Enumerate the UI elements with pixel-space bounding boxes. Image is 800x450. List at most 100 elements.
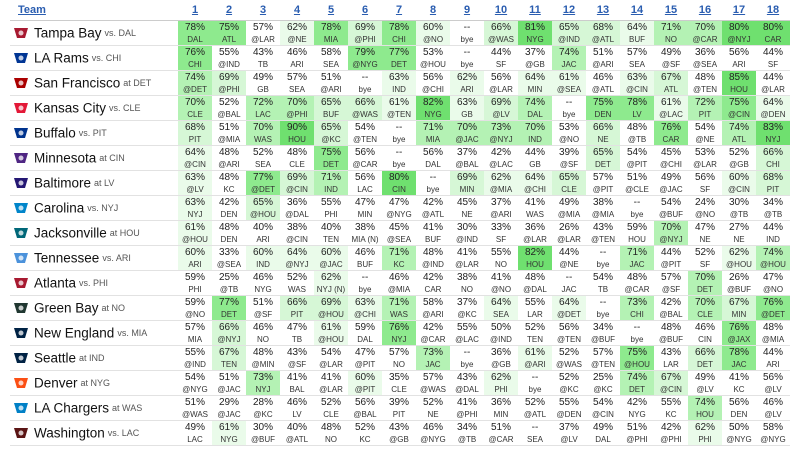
week-column-header[interactable]: 7 [382, 0, 416, 21]
team-cell[interactable]: Kansas City vs. CLE [10, 95, 178, 121]
team-column-header[interactable]: Team [10, 0, 178, 21]
opponent-abbr: NO [461, 284, 473, 294]
team-cell[interactable]: LA Rams vs. CHI [10, 45, 178, 71]
team-cell[interactable]: Jacksonville at HOU [10, 220, 178, 246]
opponent-abbr: KC [733, 384, 745, 394]
opponent-abbr: HOU [288, 134, 306, 144]
week-cell: 66% NE [586, 120, 620, 146]
week-cell: 57% @TEN [586, 345, 620, 371]
week-column-header[interactable]: 12 [552, 0, 586, 21]
week-cell: 48% @MIA [756, 320, 790, 346]
team-name[interactable]: Atlanta [34, 275, 77, 291]
week-column-header[interactable]: 4 [280, 0, 314, 21]
opponent-abbr: @TB [219, 284, 239, 294]
team-cell[interactable]: Buffalo vs. PIT [10, 120, 178, 146]
team-cell[interactable]: Minnesota at CIN [10, 145, 178, 171]
team-name[interactable]: Minnesota [34, 150, 97, 166]
win-probability: 55% [456, 321, 477, 333]
win-probability: 69% [456, 171, 477, 183]
team-name[interactable]: Kansas City [34, 100, 107, 116]
week-column-header[interactable]: 16 [688, 0, 722, 21]
win-probability: 44% [762, 221, 783, 233]
win-probability: 69% [320, 296, 341, 308]
week-cell: 48% @IND [416, 245, 450, 271]
opponent-abbr: MIN [731, 309, 747, 319]
opponent-abbr: LAC [255, 109, 271, 119]
team-cell[interactable]: Tampa Bay vs. DAL [10, 20, 178, 46]
win-probability: 61% [524, 346, 545, 358]
week-column-header[interactable]: 10 [484, 0, 518, 21]
week-column-header[interactable]: 15 [654, 0, 688, 21]
week-cell: 57% SEA [280, 70, 314, 96]
team-cell[interactable]: Tennessee vs. ARI [10, 245, 178, 271]
week-column-header[interactable]: 18 [756, 0, 790, 21]
opponent-abbr: @DET [182, 84, 208, 94]
team-name[interactable]: Tennessee [34, 250, 100, 266]
week-cell: 55% @DEN [552, 395, 586, 421]
team-name[interactable]: Buffalo [34, 125, 76, 141]
team-cell[interactable]: Carolina vs. NYJ [10, 195, 178, 221]
win-probability: 76% [762, 296, 783, 308]
opponent-abbr: bye [460, 59, 474, 69]
opponent-abbr: ARI [188, 259, 202, 269]
win-probability: 78% [626, 96, 647, 108]
team-name[interactable]: Green Bay [34, 300, 99, 316]
team-name[interactable]: Denver [34, 375, 78, 391]
week-column-header[interactable]: 9 [450, 0, 484, 21]
week-column-header[interactable]: 3 [246, 0, 280, 21]
team-cell[interactable]: Baltimore at LV [10, 170, 178, 196]
team-cell[interactable]: Green Bay at NO [10, 295, 178, 321]
team-cell[interactable]: LA Chargers at WAS [10, 395, 178, 421]
win-probability: 70% [660, 221, 681, 233]
team-name[interactable]: San Francisco [34, 75, 121, 91]
team-cell[interactable]: Washington vs. LAC [10, 420, 178, 446]
week-column-header[interactable]: 11 [518, 0, 552, 21]
team-name[interactable]: Seattle [34, 350, 77, 366]
win-probability: 52% [694, 246, 715, 258]
win-probability: 25% [592, 371, 613, 383]
week-cell: 43% @TEN [586, 220, 620, 246]
team-name[interactable]: New England [34, 325, 115, 341]
week-column-header[interactable]: 13 [586, 0, 620, 21]
week-column-header[interactable]: 5 [314, 0, 348, 21]
week-column-header[interactable]: 1 [178, 0, 212, 21]
week-cell: 62% @MIA [484, 170, 518, 196]
opening-opponent: vs. ARI [102, 252, 131, 263]
win-probability: 49% [694, 371, 715, 383]
week-cell: 52% @BAL [212, 95, 246, 121]
week-cell: 73% CHI [620, 295, 654, 321]
team-cell[interactable]: Atlanta vs. PHI [10, 270, 178, 296]
week-column-header[interactable]: 2 [212, 0, 246, 21]
week-cell: 47% @NYG [382, 195, 416, 221]
team-cell[interactable]: San Francisco at DET [10, 70, 178, 96]
opponent-abbr: @LAR [489, 84, 513, 94]
team-name[interactable]: Carolina [34, 200, 85, 216]
week-column-header[interactable]: 6 [348, 0, 382, 21]
team-cell[interactable]: Seattle at IND [10, 345, 178, 371]
opponent-abbr: MIA [323, 34, 339, 44]
opponent-abbr: @NYG [182, 384, 208, 394]
team-cell[interactable]: Denver at NYG [10, 370, 178, 396]
opponent-abbr: @TB [729, 209, 749, 219]
team-name[interactable]: Jacksonville [34, 225, 107, 241]
week-column-header[interactable]: 14 [620, 0, 654, 21]
week-cell: 76% NYJ [382, 320, 416, 346]
week-cell: 62% ARI [450, 70, 484, 96]
win-probability: 47% [354, 346, 375, 358]
week-column-header[interactable]: 17 [722, 0, 756, 21]
team-cell[interactable]: New England vs. MIA [10, 320, 178, 346]
week-cell: 70% DET [688, 270, 722, 296]
week-cell: 59% @NO [178, 295, 212, 321]
win-probability: 30% [728, 196, 749, 208]
win-probability: 47% [762, 271, 783, 283]
team-name[interactable]: LA Rams [34, 50, 89, 66]
team-name[interactable]: Washington [34, 425, 105, 441]
team-name[interactable]: Baltimore [34, 175, 92, 191]
week-cell: 49% @JAC [654, 170, 688, 196]
week-column-header[interactable]: 8 [416, 0, 450, 21]
week-cell: 44% SF [756, 45, 790, 71]
opponent-abbr: LAR [527, 309, 543, 319]
team-name[interactable]: LA Chargers [34, 400, 110, 416]
team-name[interactable]: Tampa Bay [34, 25, 102, 41]
week-cell: 62% NYJ (N) [314, 270, 348, 296]
